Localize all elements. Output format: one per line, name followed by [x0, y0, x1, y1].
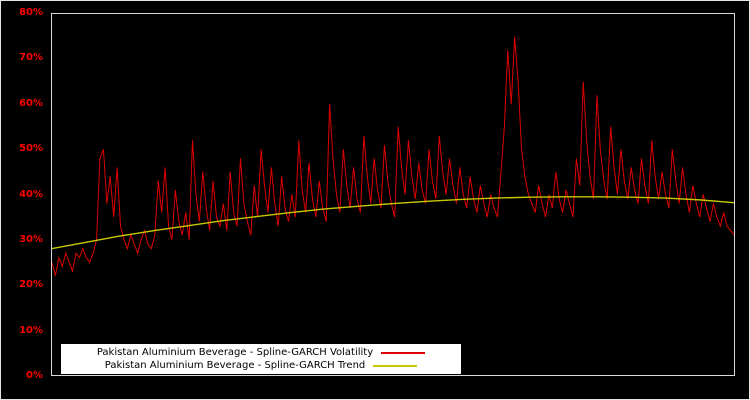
legend-item-volatility: Pakistan Aluminium Beverage - Spline-GAR…	[65, 346, 457, 359]
legend-item-trend: Pakistan Aluminium Beverage - Spline-GAR…	[65, 359, 457, 372]
y-axis: 0% 10% 20% 30% 40% 50% 60% 70% 80%	[3, 8, 47, 381]
y-tick-label: 80%	[19, 7, 43, 18]
trend-line	[52, 196, 734, 250]
y-tick-label: 20%	[19, 279, 43, 291]
chart-svg	[52, 36, 734, 276]
plot-area	[51, 13, 735, 376]
y-tick-label: 30%	[19, 233, 43, 245]
y-tick-label: 70%	[19, 52, 43, 64]
legend: Pakistan Aluminium Beverage - Spline-GAR…	[61, 344, 461, 374]
volatility-line-swatch	[381, 351, 426, 354]
y-tick-label: 40%	[19, 188, 43, 200]
y-tick-label: 60%	[19, 97, 43, 109]
y-tick-label: 10%	[19, 324, 43, 336]
legend-label-volatility: Pakistan Aluminium Beverage - Spline-GAR…	[96, 347, 374, 358]
legend-label-trend: Pakistan Aluminium Beverage - Spline-GAR…	[104, 360, 366, 371]
y-tick-label: 50%	[19, 143, 43, 155]
volatility-line	[52, 36, 734, 276]
trend-line-swatch	[373, 364, 418, 367]
y-tick-label: 0%	[26, 370, 43, 381]
